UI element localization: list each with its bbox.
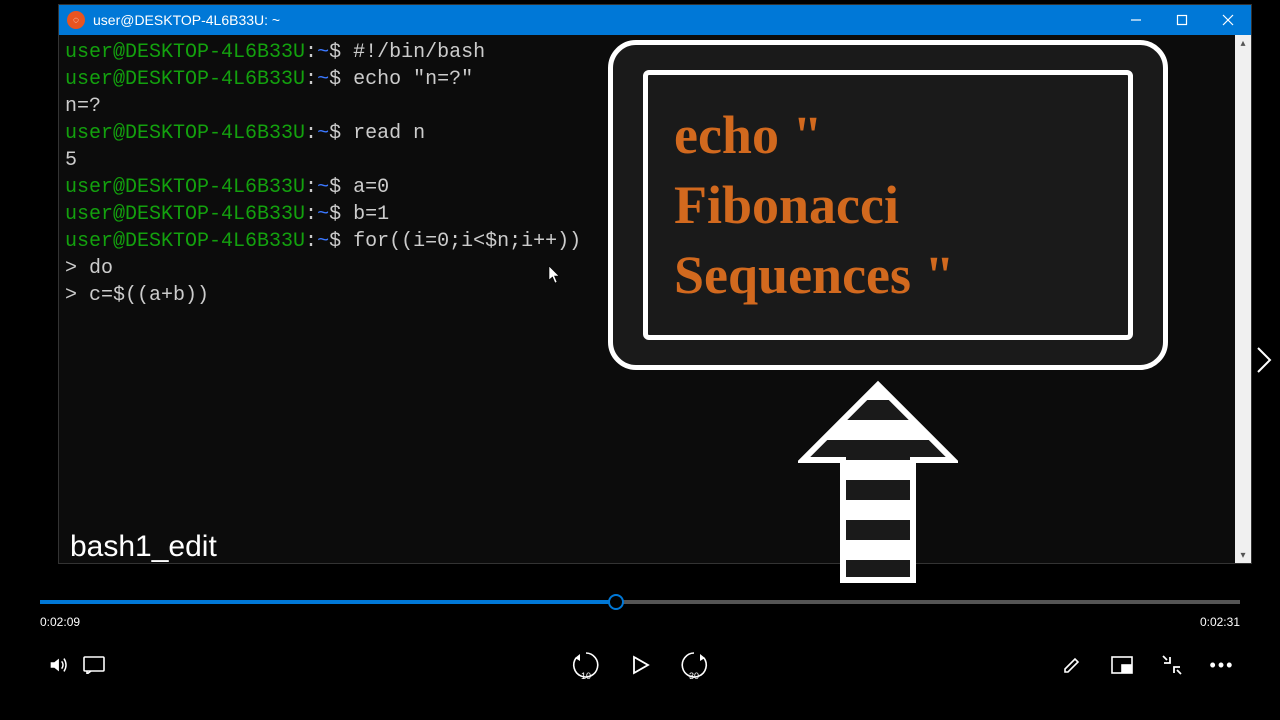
video-player-area: ◌ user@DESKTOP-4L6B33U: ~ user@DESKTOP-4… <box>28 0 1252 640</box>
controls-row: 10 30 <box>40 645 1240 685</box>
callout-box: echo " Fibonacci Sequences " <box>608 40 1168 370</box>
maximize-button[interactable] <box>1159 5 1205 35</box>
current-time: 0:02:09 <box>40 615 80 629</box>
progress-fill <box>40 600 616 604</box>
subtitles-button[interactable] <box>76 647 112 683</box>
next-chevron-icon[interactable] <box>1250 330 1278 390</box>
callout-text2: Fibonacci <box>674 170 1102 240</box>
window-controls <box>1113 5 1251 35</box>
scroll-up-icon[interactable]: ▴ <box>1235 35 1251 51</box>
skip-forward-button[interactable]: 30 <box>676 647 712 683</box>
time-row: 0:02:09 0:02:31 <box>40 615 1240 629</box>
skip-back-button[interactable]: 10 <box>568 647 604 683</box>
callout-text3: Sequences " <box>674 240 1102 310</box>
callout-text1: echo " <box>674 100 1102 170</box>
center-controls: 10 30 <box>568 647 712 683</box>
progress-bar[interactable] <box>40 600 1240 604</box>
fullscreen-exit-button[interactable] <box>1154 647 1190 683</box>
total-time: 0:02:31 <box>1200 615 1240 629</box>
skip-back-label: 10 <box>568 671 604 681</box>
play-button[interactable] <box>622 647 658 683</box>
scroll-down-icon[interactable]: ▾ <box>1235 547 1251 563</box>
skip-fwd-label: 30 <box>676 671 712 681</box>
edit-button[interactable] <box>1054 647 1090 683</box>
scrollbar[interactable]: ▴ ▾ <box>1235 35 1251 563</box>
volume-button[interactable] <box>40 647 76 683</box>
ubuntu-icon: ◌ <box>67 11 85 29</box>
minimize-button[interactable] <box>1113 5 1159 35</box>
video-title: bash1_edit <box>70 530 217 564</box>
more-button[interactable]: ••• <box>1204 647 1240 683</box>
right-controls: ••• <box>1054 647 1240 683</box>
callout-inner: echo " Fibonacci Sequences " <box>643 70 1133 340</box>
progress-handle[interactable] <box>608 594 624 610</box>
window-titlebar[interactable]: ◌ user@DESKTOP-4L6B33U: ~ <box>59 5 1251 35</box>
mini-player-button[interactable] <box>1104 647 1140 683</box>
window-title: user@DESKTOP-4L6B33U: ~ <box>93 12 1113 28</box>
close-button[interactable] <box>1205 5 1251 35</box>
up-arrow-icon <box>798 380 958 590</box>
